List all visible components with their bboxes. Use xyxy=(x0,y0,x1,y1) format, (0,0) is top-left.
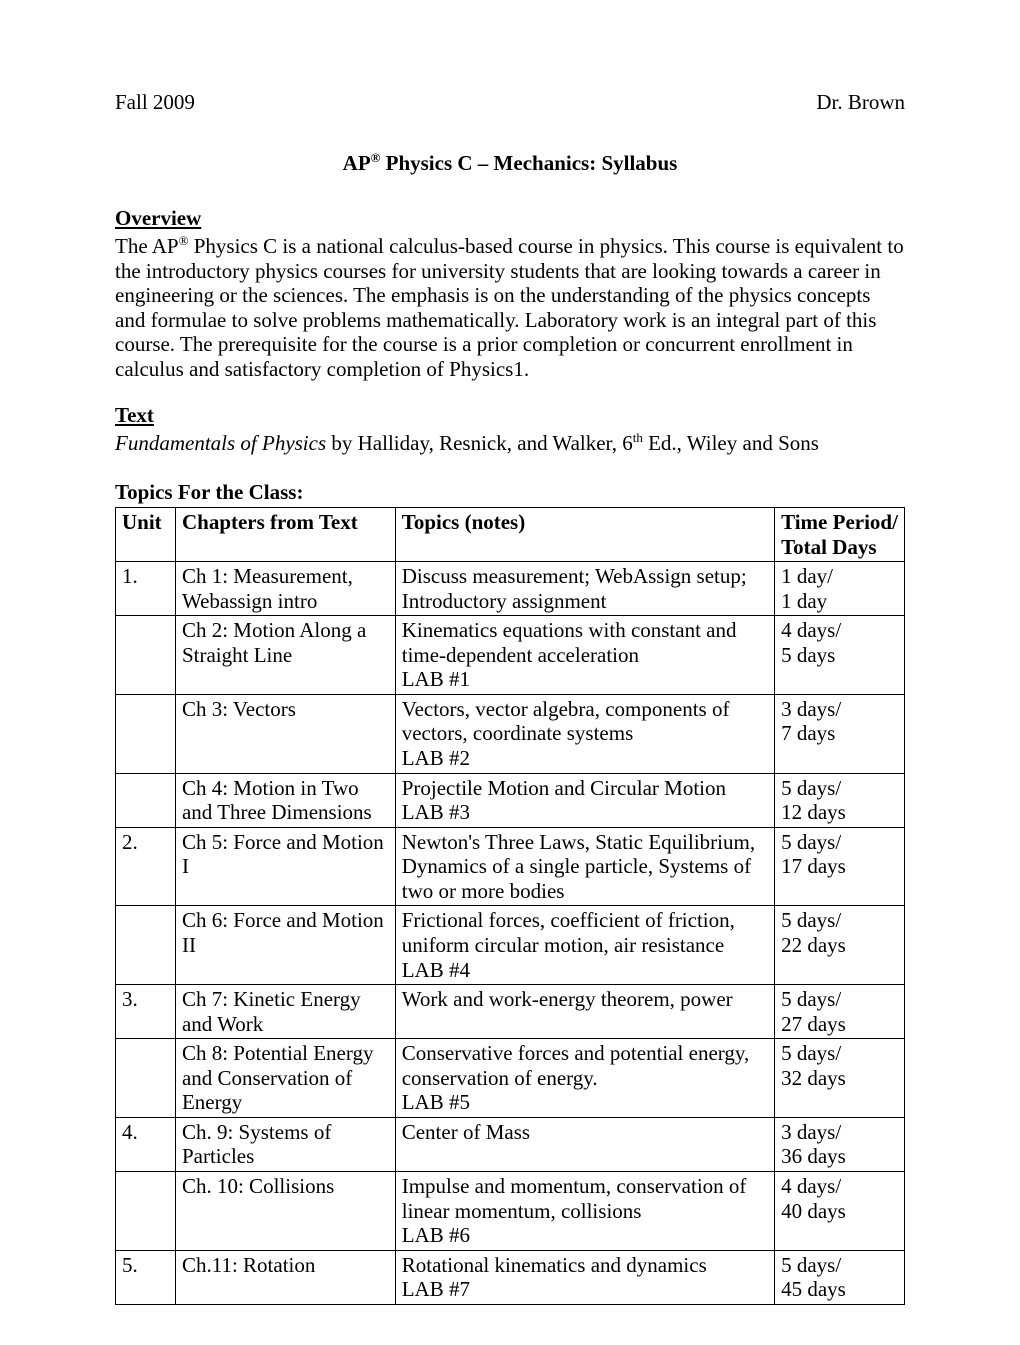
table-row: 3.Ch 7: Kinetic Energy and WorkWork and … xyxy=(116,985,905,1039)
cell-topics: Newton's Three Laws, Static Equilibrium,… xyxy=(395,827,774,906)
cell-time: 5 days/ 27 days xyxy=(775,985,905,1039)
cell-topics: Discuss measurement; WebAssign setup; In… xyxy=(395,562,774,616)
header-right: Dr. Brown xyxy=(816,90,905,115)
table-row: 5.Ch.11: RotationRotational kinematics a… xyxy=(116,1250,905,1304)
cell-chapters: Ch 8: Potential Energy and Conservation … xyxy=(175,1039,395,1118)
overview-paragraph: The AP® Physics C is a national calculus… xyxy=(115,233,905,381)
cell-time: 5 days/ 17 days xyxy=(775,827,905,906)
cell-time: 3 days/ 7 days xyxy=(775,694,905,773)
cell-time: 5 days/ 45 days xyxy=(775,1250,905,1304)
cell-unit: 3. xyxy=(116,985,176,1039)
text-tail: Ed., Wiley and Sons xyxy=(643,431,819,455)
cell-chapters: Ch 7: Kinetic Energy and Work xyxy=(175,985,395,1039)
cell-topics: Rotational kinematics and dynamics LAB #… xyxy=(395,1250,774,1304)
text-paragraph: Fundamentals of Physics by Halliday, Res… xyxy=(115,430,905,456)
topics-table: Unit Chapters from Text Topics (notes) T… xyxy=(115,507,905,1305)
cell-topics: Frictional forces, coefficient of fricti… xyxy=(395,906,774,985)
cell-time: 5 days/ 32 days xyxy=(775,1039,905,1118)
table-row: Ch. 10: CollisionsImpulse and momentum, … xyxy=(116,1172,905,1251)
cell-time: 4 days/ 40 days xyxy=(775,1172,905,1251)
cell-topics: Kinematics equations with constant and t… xyxy=(395,616,774,695)
overview-sup: ® xyxy=(179,233,189,248)
cell-chapters: Ch 3: Vectors xyxy=(175,694,395,773)
book-title: Fundamentals of Physics xyxy=(115,431,326,455)
table-row: 2.Ch 5: Force and Motion INewton's Three… xyxy=(116,827,905,906)
col-time: Time Period/ Total Days xyxy=(775,507,905,561)
document-page: Fall 2009 Dr. Brown AP® Physics C – Mech… xyxy=(0,0,1020,1345)
text-sup: th xyxy=(633,430,643,445)
cell-unit xyxy=(116,773,176,827)
title-rest: Physics C – Mechanics: Syllabus xyxy=(380,151,677,175)
cell-unit xyxy=(116,694,176,773)
cell-unit: 1. xyxy=(116,562,176,616)
table-row: Ch 4: Motion in Two and Three Dimensions… xyxy=(116,773,905,827)
cell-topics: Conservative forces and potential energy… xyxy=(395,1039,774,1118)
table-header-row: Unit Chapters from Text Topics (notes) T… xyxy=(116,507,905,561)
cell-unit xyxy=(116,616,176,695)
cell-unit: 5. xyxy=(116,1250,176,1304)
cell-chapters: Ch 2: Motion Along a Straight Line xyxy=(175,616,395,695)
cell-time: 3 days/ 36 days xyxy=(775,1117,905,1171)
cell-topics: Work and work-energy theorem, power xyxy=(395,985,774,1039)
cell-unit xyxy=(116,1172,176,1251)
col-topics: Topics (notes) xyxy=(395,507,774,561)
document-title: AP® Physics C – Mechanics: Syllabus xyxy=(115,150,905,176)
cell-topics: Projectile Motion and Circular Motion LA… xyxy=(395,773,774,827)
col-unit: Unit xyxy=(116,507,176,561)
table-row: Ch 2: Motion Along a Straight LineKinema… xyxy=(116,616,905,695)
title-prefix: AP xyxy=(343,151,371,175)
cell-time: 4 days/ 5 days xyxy=(775,616,905,695)
overview-pre: The AP xyxy=(115,234,179,258)
table-row: Ch 6: Force and Motion IIFrictional forc… xyxy=(116,906,905,985)
header-left: Fall 2009 xyxy=(115,90,195,115)
table-row: Ch 3: VectorsVectors, vector algebra, co… xyxy=(116,694,905,773)
cell-time: 1 day/ 1 day xyxy=(775,562,905,616)
cell-time: 5 days/ 12 days xyxy=(775,773,905,827)
table-row: 4.Ch. 9: Systems of ParticlesCenter of M… xyxy=(116,1117,905,1171)
cell-unit: 4. xyxy=(116,1117,176,1171)
cell-topics: Impulse and momentum, conservation of li… xyxy=(395,1172,774,1251)
cell-chapters: Ch 4: Motion in Two and Three Dimensions xyxy=(175,773,395,827)
cell-chapters: Ch. 9: Systems of Particles xyxy=(175,1117,395,1171)
cell-chapters: Ch.11: Rotation xyxy=(175,1250,395,1304)
table-row: Ch 8: Potential Energy and Conservation … xyxy=(116,1039,905,1118)
cell-topics: Center of Mass xyxy=(395,1117,774,1171)
cell-unit xyxy=(116,906,176,985)
cell-chapters: Ch. 10: Collisions xyxy=(175,1172,395,1251)
cell-time: 5 days/ 22 days xyxy=(775,906,905,985)
table-row: 1.Ch 1: Measurement, Webassign introDisc… xyxy=(116,562,905,616)
cell-unit: 2. xyxy=(116,827,176,906)
cell-topics: Vectors, vector algebra, components of v… xyxy=(395,694,774,773)
topics-heading: Topics For the Class: xyxy=(115,480,905,505)
title-sup: ® xyxy=(371,150,381,165)
overview-post: Physics C is a national calculus-based c… xyxy=(115,234,904,381)
cell-chapters: Ch 1: Measurement, Webassign intro xyxy=(175,562,395,616)
text-heading: Text xyxy=(115,403,905,428)
cell-chapters: Ch 5: Force and Motion I xyxy=(175,827,395,906)
cell-chapters: Ch 6: Force and Motion II xyxy=(175,906,395,985)
text-after-title: by Halliday, Resnick, and Walker, 6 xyxy=(326,431,633,455)
header-line: Fall 2009 Dr. Brown xyxy=(115,90,905,115)
cell-unit xyxy=(116,1039,176,1118)
overview-heading: Overview xyxy=(115,206,905,231)
col-chapters: Chapters from Text xyxy=(175,507,395,561)
